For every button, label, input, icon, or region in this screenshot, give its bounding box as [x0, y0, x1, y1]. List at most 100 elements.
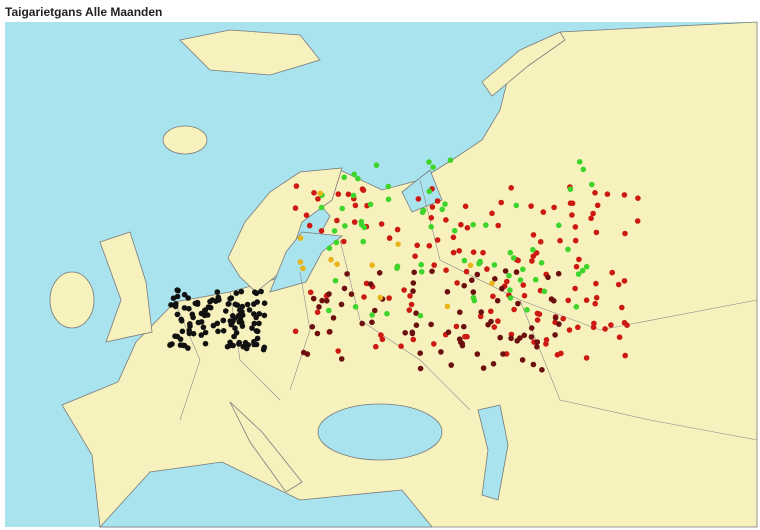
observation-dot [377, 294, 384, 301]
observation-dot [341, 285, 348, 292]
observation-dot [426, 188, 433, 195]
observation-dot [507, 287, 513, 293]
observation-dot [352, 202, 359, 209]
observation-dot [489, 210, 495, 217]
observation-dot [175, 287, 181, 294]
observation-dot [488, 318, 494, 325]
observation-dot [498, 199, 505, 206]
observation-dot [339, 205, 346, 212]
observation-dot [251, 320, 258, 327]
observation-dot [504, 278, 510, 285]
observation-dot [190, 314, 196, 321]
observation-dot [229, 313, 236, 319]
observation-dot [560, 315, 566, 322]
observation-dot [303, 212, 310, 218]
observation-dot [334, 261, 340, 268]
observation-dot [447, 157, 454, 163]
observation-dot [556, 321, 562, 327]
observation-dot [442, 201, 448, 207]
observation-dot [373, 343, 379, 350]
observation-dot [528, 334, 535, 340]
observation-dot [621, 319, 628, 326]
observation-dot [239, 308, 245, 315]
observation-dot [316, 304, 322, 310]
scandinavia [227, 167, 343, 293]
observation-dot [368, 281, 374, 287]
observation-dot [220, 317, 227, 324]
observation-dot [444, 303, 451, 310]
observation-dot [401, 287, 407, 293]
observation-dot [224, 343, 231, 350]
observation-dot [169, 341, 175, 347]
observation-dot [528, 203, 534, 209]
observation-dot [254, 299, 260, 305]
observation-dot [186, 327, 192, 334]
observation-dot [621, 192, 628, 198]
observation-dot [532, 276, 539, 283]
observation-dot [428, 224, 435, 230]
observation-dot [220, 328, 227, 334]
observation-dot [243, 345, 250, 352]
observation-dot [534, 317, 541, 323]
observation-dot [426, 159, 432, 165]
observation-dot [545, 274, 551, 281]
observation-dot [195, 319, 202, 326]
observation-dot [510, 255, 517, 261]
observation-dot [402, 330, 409, 336]
observation-dot [604, 191, 611, 197]
observation-dot [178, 316, 184, 323]
observation-dot [223, 308, 229, 314]
observation-dot [556, 222, 562, 229]
observation-dot [311, 190, 317, 196]
observation-dot [480, 249, 486, 256]
observation-dot [236, 312, 242, 319]
observation-dot [461, 282, 468, 289]
observation-dot [514, 338, 520, 344]
observation-dot [477, 258, 483, 265]
observation-dot [456, 248, 463, 254]
observation-dot [244, 301, 251, 308]
observation-dot [198, 310, 205, 317]
observation-dot [541, 288, 548, 295]
observation-dot [412, 253, 418, 259]
observation-dot [209, 297, 216, 303]
observation-dot [580, 166, 587, 173]
observation-dot [373, 162, 380, 168]
observation-dot [539, 367, 545, 373]
observation-dot [462, 203, 469, 210]
observation-dot [338, 301, 345, 308]
observation-dot [181, 291, 188, 298]
observation-dot [361, 294, 367, 300]
observation-dot [448, 362, 455, 368]
observation-dot [565, 246, 571, 253]
observation-dot [342, 223, 348, 229]
observation-dot [228, 295, 235, 301]
observation-dot [335, 348, 342, 354]
observation-dot [520, 266, 526, 273]
observation-dot [533, 250, 540, 256]
observation-dot [306, 222, 313, 229]
observation-dot [451, 227, 458, 234]
observation-dot [615, 281, 622, 288]
italy [229, 401, 303, 493]
observation-dot [256, 320, 262, 327]
observation-dot [410, 336, 417, 343]
observation-dot [186, 305, 192, 312]
observation-dot [463, 268, 470, 275]
observation-dot [300, 265, 306, 272]
observation-dot [567, 186, 574, 192]
observation-dot [508, 335, 514, 342]
observation-dot [239, 323, 246, 329]
observation-dot [439, 206, 446, 213]
observation-dot [326, 307, 332, 314]
observation-dot [572, 237, 579, 244]
observation-dot [489, 280, 495, 287]
observation-dot [450, 249, 457, 256]
observation-dot [575, 324, 581, 331]
observation-dot [318, 228, 325, 234]
observation-dot [398, 343, 404, 350]
observation-dot [507, 295, 514, 301]
observation-dot [454, 280, 460, 286]
observation-dot [467, 262, 474, 269]
observation-dot [622, 352, 628, 359]
